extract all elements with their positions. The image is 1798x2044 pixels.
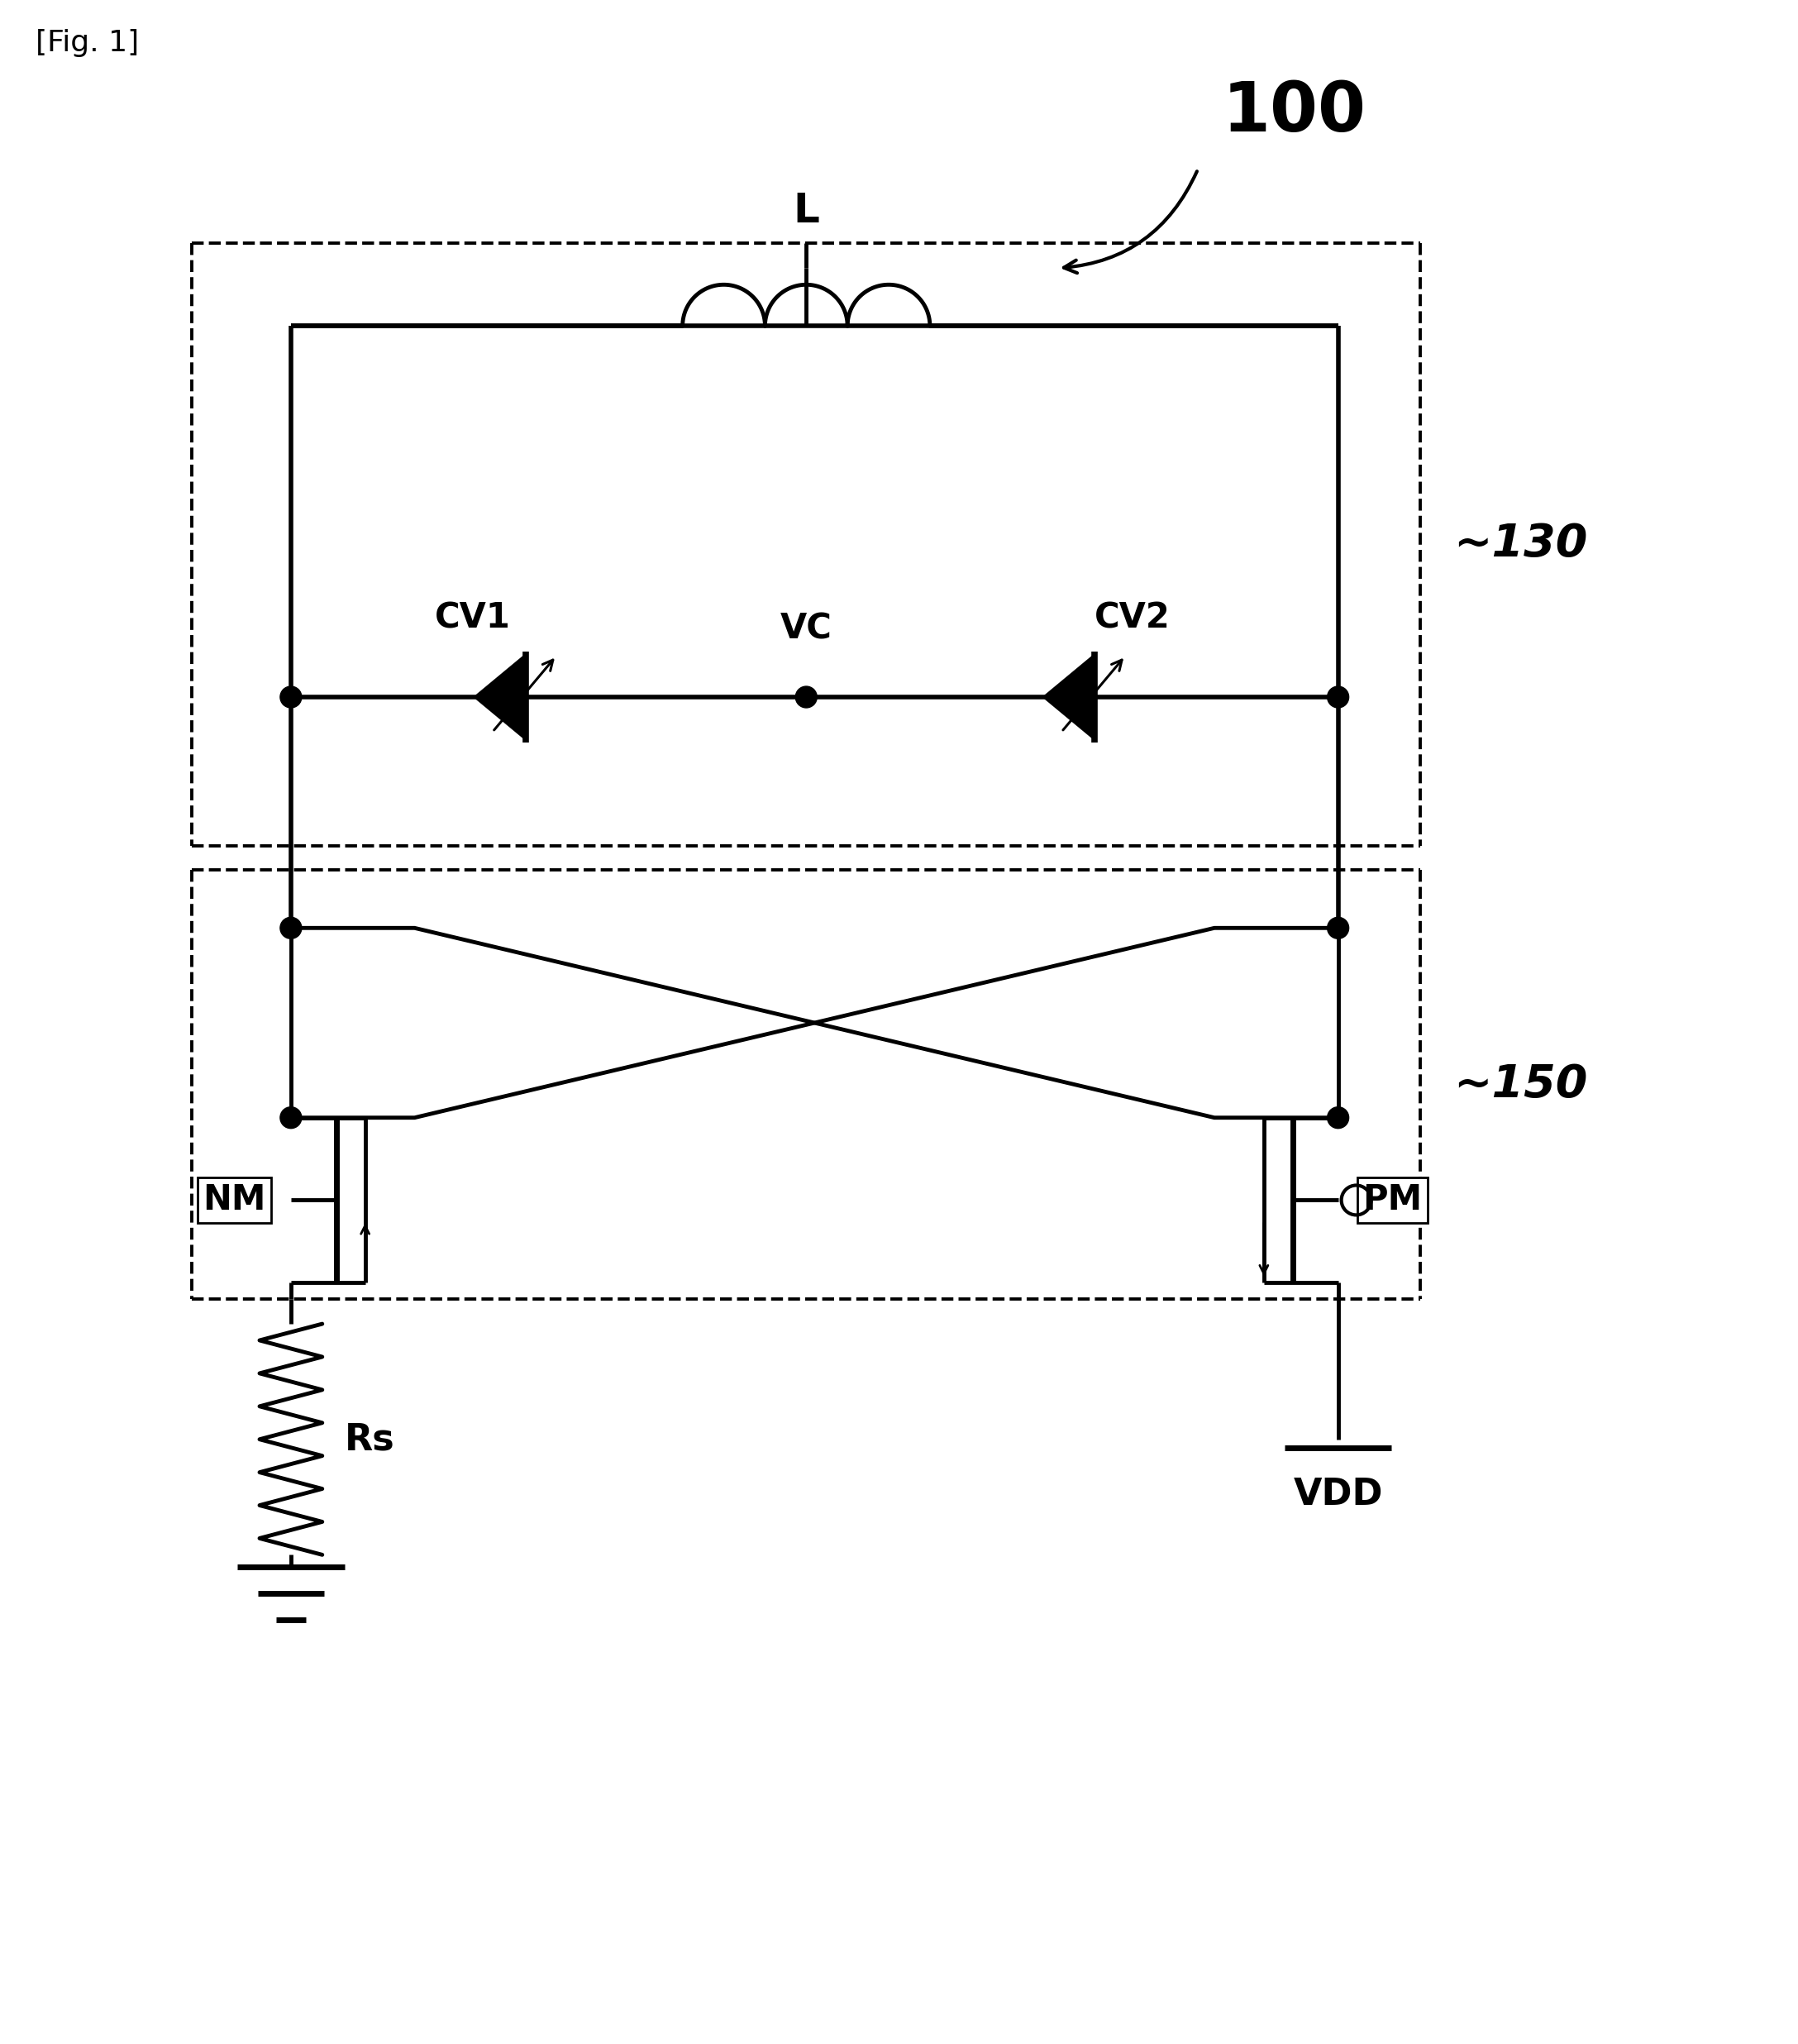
Circle shape <box>280 918 302 938</box>
Text: L: L <box>793 192 820 231</box>
Text: NM: NM <box>203 1183 266 1218</box>
Text: VDD: VDD <box>1293 1476 1383 1513</box>
Circle shape <box>1327 687 1348 707</box>
Text: ~150: ~150 <box>1453 1063 1588 1108</box>
Circle shape <box>795 687 816 707</box>
Text: [Fig. 1]: [Fig. 1] <box>36 29 138 57</box>
Text: Rs: Rs <box>345 1421 396 1457</box>
Text: VC: VC <box>780 611 832 646</box>
Circle shape <box>1327 918 1348 938</box>
Polygon shape <box>1043 654 1095 740</box>
Text: CV1: CV1 <box>435 601 511 636</box>
Polygon shape <box>475 654 525 740</box>
FancyArrowPatch shape <box>1064 172 1197 274</box>
Text: PM: PM <box>1363 1183 1422 1218</box>
Text: CV2: CV2 <box>1093 601 1170 636</box>
Circle shape <box>280 1108 302 1128</box>
Text: 100: 100 <box>1223 78 1366 145</box>
Circle shape <box>1327 1108 1348 1128</box>
Text: ~130: ~130 <box>1453 521 1588 566</box>
Circle shape <box>280 687 302 707</box>
